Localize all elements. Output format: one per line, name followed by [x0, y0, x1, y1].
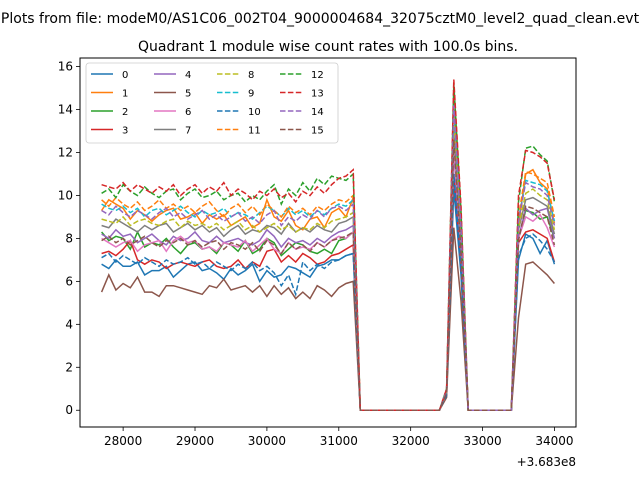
legend-label-2: 2	[122, 107, 128, 118]
legend-label-8: 8	[248, 70, 254, 81]
legend-label-14: 14	[311, 107, 324, 118]
legend-label-7: 7	[185, 126, 191, 137]
y-tick-label: 8	[65, 231, 73, 245]
y-tick-label: 16	[58, 60, 73, 74]
x-offset-label: +3.683e8	[517, 455, 576, 469]
legend-label-0: 0	[122, 70, 128, 81]
x-tick-label: 31000	[320, 434, 358, 448]
x-tick-label: 34000	[535, 434, 573, 448]
axes-frame	[79, 57, 577, 428]
legend-label-10: 10	[248, 107, 261, 118]
legend-label-6: 6	[185, 107, 191, 118]
series-layer	[100, 79, 556, 411]
series-line-10	[101, 173, 556, 411]
x-tick-label: 33000	[463, 434, 501, 448]
legend-label-4: 4	[185, 70, 191, 81]
legend-label-5: 5	[185, 89, 191, 100]
y-axis: 0 2 4 6 8 10 12 14 16	[58, 60, 80, 417]
x-tick-label: 29000	[176, 434, 214, 448]
figure-suptitle: Plots from file: modeM0/AS1C06_002T04_90…	[1, 11, 640, 27]
y-tick-label: 4	[65, 317, 73, 331]
legend-label-11: 11	[248, 126, 261, 137]
y-tick-label: 10	[58, 188, 73, 202]
x-tick-label: 28000	[104, 434, 142, 448]
y-tick-label: 6	[65, 274, 73, 288]
series-line-15	[101, 139, 556, 411]
x-tick-label: 32000	[392, 434, 430, 448]
legend-label-9: 9	[248, 89, 254, 100]
y-tick-label: 0	[65, 403, 73, 417]
legend-label-13: 13	[311, 89, 324, 100]
y-tick-label: 14	[58, 103, 73, 117]
legend-label-15: 15	[311, 126, 324, 137]
legend-label-1: 1	[122, 89, 128, 100]
y-tick-label: 12	[58, 146, 73, 160]
x-axis: 28000 29000 30000 31000 32000 33000 34000	[104, 427, 574, 448]
legend-label-12: 12	[311, 70, 324, 81]
y-tick-label: 2	[65, 360, 73, 374]
legend-box	[85, 62, 339, 144]
plot-title: Quadrant 1 module wise count rates with …	[138, 39, 518, 55]
legend-label-3: 3	[122, 126, 128, 137]
x-tick-label: 30000	[248, 434, 286, 448]
